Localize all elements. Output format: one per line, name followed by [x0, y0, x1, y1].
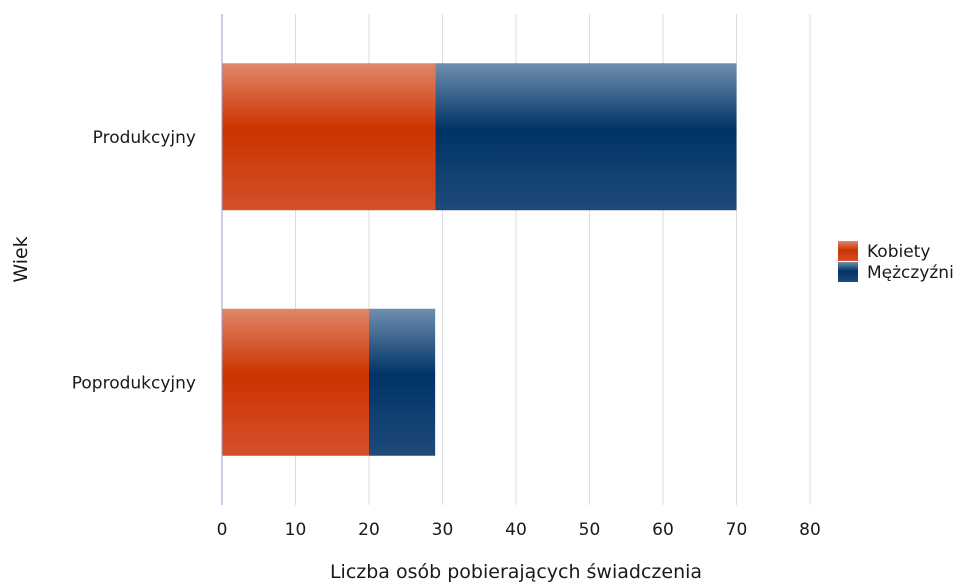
bars [222, 63, 737, 456]
legend-swatch [838, 262, 858, 282]
x-tick-label: 20 [358, 520, 380, 540]
y-category-label: Poprodukcyjny [72, 373, 196, 393]
legend-label: Kobiety [867, 242, 930, 262]
x-tick-label: 70 [726, 520, 748, 540]
y-category-label: Produkcyjny [93, 128, 196, 148]
x-axis-ticks: 0 10 20 30 40 50 60 70 80 [217, 520, 821, 540]
y-axis-title: Wiek [10, 236, 32, 282]
x-tick-label: 40 [505, 520, 527, 540]
y-axis-categories: Produkcyjny Poprodukcyjny [72, 128, 196, 394]
legend-label: Mężczyźni [867, 263, 954, 283]
bar-kobiety-1 [222, 308, 369, 456]
bar-mezczyzni-0 [435, 63, 737, 211]
bar-kobiety-0 [222, 63, 436, 211]
x-axis-title: Liczba osób pobierających świadczenia [330, 561, 702, 583]
x-tick-label: 80 [799, 520, 821, 540]
x-tick-label: 50 [579, 520, 601, 540]
x-tick-label: 60 [652, 520, 674, 540]
bar-mezczyzni-1 [369, 308, 436, 456]
legend-swatch [838, 241, 858, 261]
x-tick-label: 10 [285, 520, 307, 540]
x-tick-label: 0 [217, 520, 228, 540]
x-tick-label: 30 [432, 520, 454, 540]
